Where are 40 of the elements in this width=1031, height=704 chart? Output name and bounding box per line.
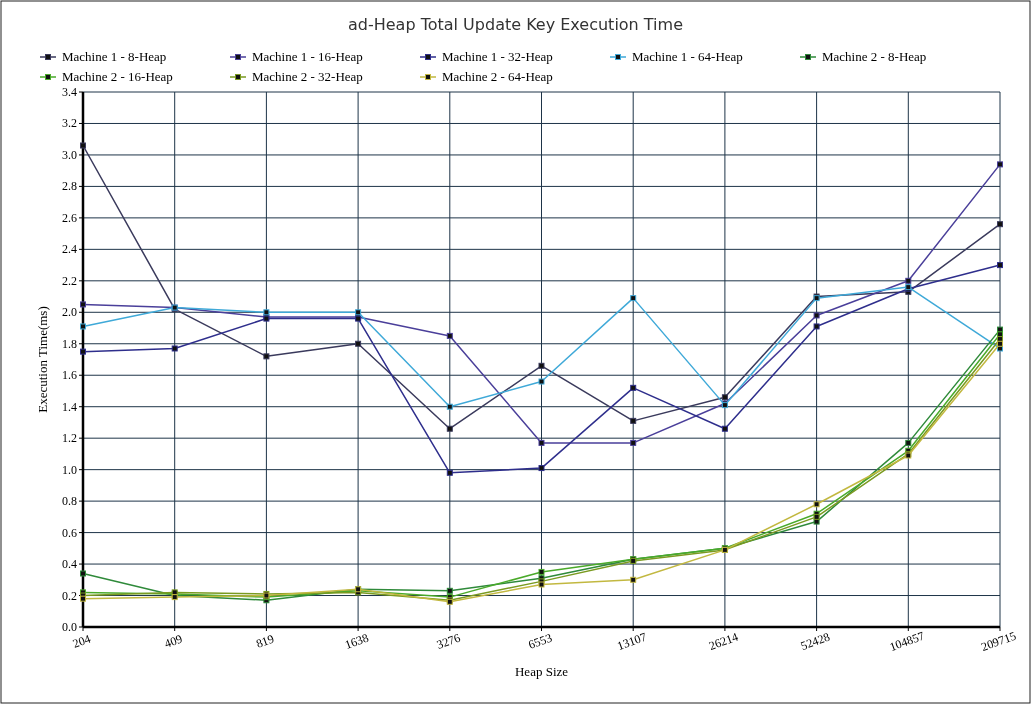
y-tick-label: 0.6	[62, 525, 77, 540]
y-tick-label: 2.4	[62, 242, 77, 257]
x-tick-label: 104857	[887, 628, 927, 654]
x-tick-label: 409	[162, 631, 185, 651]
y-tick-label: 0.4	[62, 557, 77, 572]
legend-label: Machine 2 - 64-Heap	[442, 69, 553, 84]
y-tick-label: 1.8	[62, 336, 77, 351]
legend-label: Machine 1 - 16-Heap	[252, 49, 363, 64]
legend-label: Machine 1 - 8-Heap	[62, 49, 167, 64]
x-tick-label: 6553	[526, 630, 554, 652]
x-tick-label: 13107	[615, 629, 649, 653]
y-tick-label: 2.8	[62, 179, 77, 194]
y-tick-label: 2.6	[62, 210, 77, 225]
y-tick-label: 0.0	[62, 620, 77, 634]
x-tick-label: 209715	[979, 628, 1018, 654]
x-tick-label: 26214	[707, 629, 741, 653]
x-tick-label: 1638	[343, 630, 371, 652]
x-tick-label: 3276	[434, 630, 463, 652]
y-tick-label: 3.4	[62, 85, 77, 99]
y-tick-label: 2.0	[62, 305, 77, 320]
y-tick-label: 3.0	[62, 147, 77, 162]
legend-label: Machine 2 - 16-Heap	[62, 69, 173, 84]
x-tick-label: 819	[254, 631, 276, 651]
y-tick-label: 1.6	[62, 368, 77, 383]
legend-label: Machine 2 - 8-Heap	[822, 49, 927, 64]
y-tick-label: 3.2	[62, 116, 77, 131]
y-tick-label: 0.2	[62, 588, 77, 603]
legend-label: Machine 1 - 64-Heap	[632, 49, 743, 64]
chart-title: ad-Heap Total Update Key Execution Time	[348, 15, 683, 34]
y-axis-title: Execution Time(ms)	[35, 306, 50, 413]
x-tick-label: 204	[70, 631, 93, 651]
y-tick-label: 1.0	[62, 462, 77, 477]
y-tick-label: 1.2	[62, 431, 77, 446]
y-tick-label: 0.8	[62, 494, 77, 509]
y-tick-label: 1.4	[62, 399, 77, 414]
x-axis-title: Heap Size	[514, 664, 569, 679]
legend-label: Machine 1 - 32-Heap	[442, 49, 553, 64]
x-tick-label: 52428	[798, 629, 832, 653]
y-tick-label: 2.2	[62, 273, 77, 288]
legend-label: Machine 2 - 32-Heap	[252, 69, 363, 84]
